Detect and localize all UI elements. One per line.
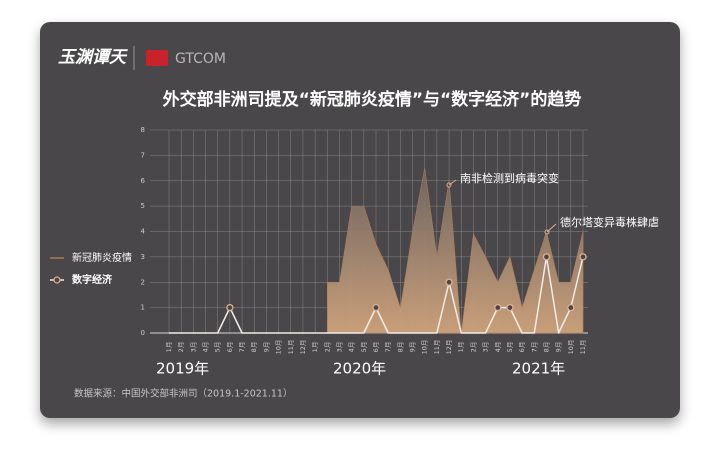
annotation: 南非检测到病毒突变	[460, 171, 559, 185]
x-tick-label: 1月	[311, 342, 319, 353]
point	[445, 278, 453, 286]
y-tick-label: 3	[141, 253, 145, 261]
y-tick-label: 1	[141, 304, 145, 312]
x-tick-label: 9月	[409, 342, 417, 353]
point	[226, 303, 234, 312]
x-tick-label: 4月	[494, 342, 502, 353]
point	[494, 303, 502, 312]
point	[372, 303, 380, 312]
y-tick-label: 2	[141, 278, 145, 286]
x-tick-label: 11月	[579, 340, 587, 355]
x-tick-label: 3月	[189, 342, 197, 353]
year-label: 2019年	[156, 360, 209, 378]
brand-icon	[146, 50, 168, 66]
x-tick-label: 2月	[323, 342, 331, 353]
x-tick-label: 5月	[214, 342, 222, 353]
x-tick-label: 11月	[287, 340, 295, 355]
point	[506, 303, 514, 312]
x-tick-label: 1月	[457, 342, 465, 353]
legend-marker	[53, 276, 61, 284]
y-tick-label: 5	[141, 202, 145, 210]
x-tick-label: 5月	[360, 342, 368, 353]
x-tick-label: 2月	[177, 342, 185, 353]
x-tick-label: 12月	[445, 340, 453, 355]
x-tick-label: 8月	[396, 342, 404, 353]
plot: 0 1 2 3 4 5 6 7 8 1月 2月 3月 4月 5月 6月 7月 8月 9月 10月 11月 12月 1月 2月…	[141, 126, 588, 354]
x-tick-label: 7月	[530, 342, 538, 353]
x-tick-label: 8月	[250, 342, 258, 353]
x-tick-label: 1月	[165, 342, 173, 353]
x-tick-label: 10月	[275, 340, 283, 355]
y-tick-label: 0	[141, 329, 145, 337]
x-tick-label: 9月	[555, 342, 563, 353]
x-tick-label: 7月	[384, 342, 392, 353]
x-tick-label: 6月	[372, 342, 380, 353]
x-tick-label: 8月	[542, 342, 550, 353]
annotation-leader	[448, 179, 457, 186]
x-tick-label: 7月	[238, 342, 246, 353]
x-tick-label: 6月	[226, 342, 234, 353]
x-tick-label: 4月	[348, 342, 356, 353]
point	[542, 253, 551, 261]
y-tick-label: 6	[141, 177, 146, 185]
y-tick-label: 8	[141, 126, 145, 134]
point	[579, 253, 587, 261]
chart-title: 外交部非洲司提及“新冠肺炎疫情”与“数字经济”的趋势	[163, 89, 582, 110]
x-tick-label: 9月	[262, 342, 270, 353]
x-tick-label: 2月	[469, 342, 477, 353]
x-tick-label: 5月	[506, 342, 514, 353]
source: 数据来源：中国外交部非洲司（2019.1-2021.11）	[74, 388, 292, 400]
year-label: 2020年	[333, 360, 386, 378]
point	[567, 303, 575, 312]
x-tick-label: 10月	[421, 340, 429, 355]
x-tick-label: 10月	[567, 340, 575, 355]
x-tick-label: 3月	[482, 342, 490, 353]
year-label: 2021年	[512, 360, 565, 378]
y-tick-label: 4	[141, 228, 146, 236]
annotation-leader	[546, 223, 557, 233]
x-tick-label: 11月	[433, 340, 441, 355]
annotation: 德尔塔变异毒株肆虐	[560, 215, 659, 229]
x-tick-label: 12月	[299, 340, 307, 355]
y-tick-label: 7	[141, 151, 145, 159]
x-tick-label: 6月	[518, 342, 526, 353]
logo: 玉渊谭天	[58, 48, 128, 68]
legend-label: 新冠肺炎疫情	[72, 251, 132, 264]
brand: GTCOM	[175, 51, 226, 67]
legend-label: 数字经济	[72, 273, 113, 286]
x-tick-label: 3月	[335, 342, 343, 353]
x-tick-label: 4月	[202, 342, 210, 353]
